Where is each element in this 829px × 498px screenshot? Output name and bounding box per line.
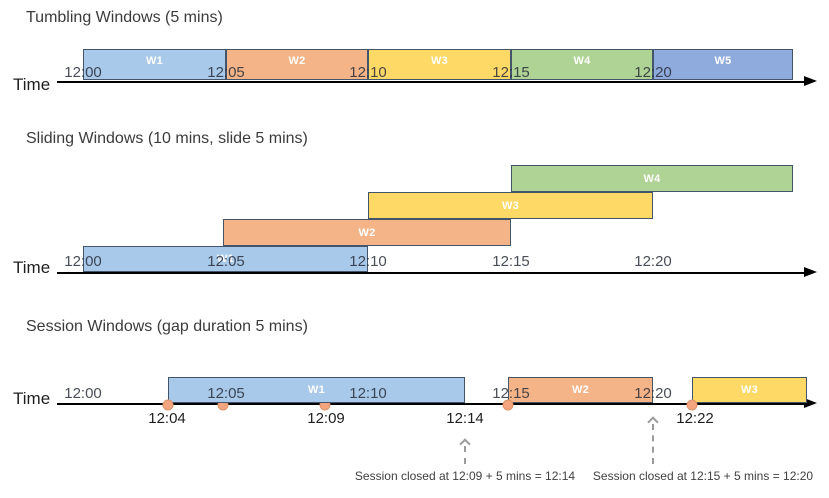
sliding-tick-12:10: 12:10 <box>349 253 387 270</box>
session-tick-12:15: 12:15 <box>492 385 530 402</box>
session-closed-annotation-2: Session closed at 12:15 + 5 mins = 12:20 <box>592 469 814 483</box>
sliding-axis-arrowhead-icon <box>804 267 817 277</box>
tumbling-window-label-w2: W2 <box>288 55 306 67</box>
session-window-label-w3: W3 <box>740 384 759 396</box>
sliding-window-label-w4: W4 <box>643 172 661 185</box>
session-window-w2: W2 <box>508 377 653 403</box>
session-tick-12:20: 12:20 <box>634 385 672 402</box>
event-time-label-12:04: 12:04 <box>148 410 186 427</box>
sliding-window-w1: W1 <box>83 246 368 272</box>
sliding-window-label-w2: W2 <box>358 226 376 239</box>
session-tick-12:05: 12:05 <box>207 385 245 402</box>
event-dot-1 <box>162 399 174 411</box>
session-section-title: Session Windows (gap duration 5 mins) <box>26 318 308 335</box>
event-time-label-12:09: 12:09 <box>307 410 345 427</box>
event-time-label-12:14: 12:14 <box>446 410 484 427</box>
tumbling-tick-12:20: 12:20 <box>634 64 672 81</box>
sliding-time-axis-label: Time <box>13 258 51 277</box>
tumbling-window-w2: W2 <box>226 49 368 80</box>
tumbling-window-label-w1: W1 <box>145 55 164 67</box>
sliding-section-title: Sliding Windows (10 mins, slide 5 mins) <box>26 130 308 147</box>
sliding-tick-12:20: 12:20 <box>634 253 672 270</box>
annotation-arrow-line-1 <box>464 446 466 464</box>
sliding-tick-12:00: 12:00 <box>64 253 102 270</box>
session-window-w1: W1 <box>168 377 465 403</box>
session-closed-annotation-1: Session closed at 12:09 + 5 mins = 12:14 <box>354 469 576 483</box>
tumbling-axis-arrowhead-icon <box>804 76 817 86</box>
sliding-window-w3: W3 <box>368 192 653 219</box>
sliding-time-axis-line <box>57 272 806 274</box>
tumbling-time-axis-label: Time <box>13 75 51 94</box>
event-time-label-12:22: 12:22 <box>676 410 714 427</box>
sliding-tick-12:05: 12:05 <box>207 253 245 270</box>
sliding-tick-12:15: 12:15 <box>492 253 530 270</box>
session-time-axis-label: Time <box>13 389 51 408</box>
sliding-window-w4: W4 <box>511 165 793 192</box>
tumbling-tick-12:05: 12:05 <box>207 64 245 81</box>
event-dot-5 <box>686 399 698 411</box>
session-window-label-w2: W2 <box>571 384 590 396</box>
tumbling-window-label-w4: W4 <box>573 55 591 67</box>
session-time-axis-line <box>57 403 806 405</box>
tumbling-tick-12:00: 12:00 <box>64 64 102 81</box>
annotation-arrow-up-icon-1 <box>459 438 471 450</box>
session-window-w3: W3 <box>692 377 807 403</box>
tumbling-time-axis-line <box>57 81 806 83</box>
tumbling-window-w5: W5 <box>653 49 793 80</box>
sliding-window-w2: W2 <box>223 219 511 246</box>
session-tick-12:10: 12:10 <box>349 385 387 402</box>
tumbling-window-w4: W4 <box>511 49 653 80</box>
annotation-arrow-up-icon-2 <box>647 416 659 428</box>
tumbling-window-w1: W1 <box>83 49 226 80</box>
event-dot-4 <box>502 399 514 411</box>
session-axis-arrowhead-icon <box>804 398 817 408</box>
tumbling-section-title: Tumbling Windows (5 mins) <box>26 9 223 26</box>
tumbling-window-label-w5: W5 <box>714 55 732 67</box>
sliding-window-label-w1: W1 <box>216 253 235 265</box>
tumbling-window-label-w3: W3 <box>430 55 449 67</box>
tumbling-tick-12:15: 12:15 <box>492 64 530 81</box>
annotation-arrow-line-2 <box>652 424 654 464</box>
tumbling-window-w3: W3 <box>368 49 511 80</box>
session-tick-12:00: 12:00 <box>64 385 102 402</box>
sliding-window-label-w3: W3 <box>501 199 520 212</box>
session-window-label-w1: W1 <box>307 384 326 396</box>
tumbling-tick-12:10: 12:10 <box>349 64 387 81</box>
